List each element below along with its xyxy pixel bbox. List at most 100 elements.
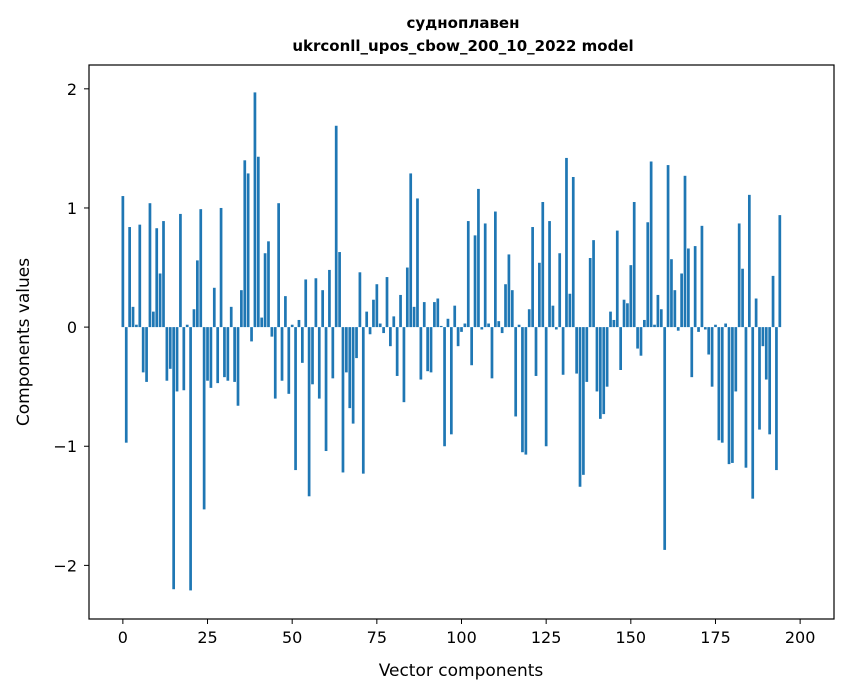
- bar-3: [131, 306, 135, 328]
- bar-56: [311, 327, 314, 385]
- x-tick-label-75: 75: [367, 628, 387, 647]
- bar-191: [768, 327, 772, 435]
- bar-141: [598, 327, 602, 419]
- bar-43: [267, 241, 270, 328]
- x-axis: 0 25 50 75 100 125 150 175 200: [118, 619, 815, 647]
- bar-142: [602, 327, 606, 415]
- bar-183: [741, 268, 744, 328]
- bar-51: [294, 327, 297, 471]
- y-tick-label-3: 1: [67, 199, 77, 218]
- bar-24: [202, 327, 206, 510]
- bar-67: [348, 327, 352, 409]
- bar-101: [463, 323, 467, 328]
- x-axis-title: Vector components: [379, 661, 544, 681]
- bar-151: [632, 202, 636, 328]
- bar-37: [246, 173, 250, 328]
- bar-97: [449, 327, 453, 435]
- bar-132: [568, 293, 572, 328]
- bar-107: [483, 223, 487, 328]
- bar-86: [412, 306, 416, 328]
- bar-172: [703, 327, 707, 330]
- bar-165: [680, 273, 683, 328]
- bar-33: [233, 327, 236, 382]
- bar-26: [209, 327, 213, 388]
- x-tick-label-175: 175: [700, 628, 731, 647]
- bar-93: [436, 298, 440, 328]
- bar-34: [236, 327, 240, 406]
- bar-90: [426, 327, 429, 372]
- bar-7: [145, 327, 148, 382]
- bar-176: [717, 327, 721, 441]
- bar-87: [416, 198, 419, 328]
- bar-109: [490, 327, 494, 379]
- bar-5: [138, 224, 142, 328]
- bar-148: [622, 299, 626, 328]
- bar-85: [409, 173, 413, 328]
- bar-84: [405, 267, 409, 328]
- bar-123: [538, 262, 541, 328]
- bar-66: [345, 327, 348, 373]
- bar-95: [443, 327, 446, 447]
- bar-28: [216, 327, 220, 384]
- bar-146: [615, 230, 619, 328]
- bar-173: [707, 327, 711, 355]
- bar-50: [290, 324, 294, 328]
- bar-105: [477, 188, 480, 328]
- bar-152: [636, 327, 639, 349]
- x-tick-label-25: 25: [197, 628, 217, 647]
- bar-180: [731, 327, 734, 463]
- bar-138: [588, 258, 592, 328]
- bar-153: [639, 327, 643, 356]
- bar-69: [355, 327, 358, 359]
- bar-194: [778, 215, 782, 328]
- bar-96: [446, 318, 450, 328]
- x-tick-label-0: 0: [118, 628, 128, 647]
- y-tick-label-4: 2: [67, 80, 77, 99]
- bar-80: [392, 316, 396, 328]
- bar-88: [419, 327, 423, 380]
- bar-144: [609, 311, 612, 328]
- bar-178: [724, 323, 727, 328]
- bar-11: [158, 273, 162, 328]
- bar-41: [260, 317, 264, 328]
- bar-47: [280, 327, 284, 381]
- bar-23: [199, 209, 203, 328]
- bar-29: [219, 207, 223, 328]
- bar-44: [270, 327, 274, 337]
- bar-71: [361, 327, 365, 474]
- bar-13: [165, 327, 169, 381]
- bar-77: [382, 327, 385, 334]
- bar-133: [571, 176, 575, 328]
- bar-192: [771, 275, 775, 328]
- y-tick-label-2: 0: [67, 318, 77, 337]
- bar-163: [673, 290, 677, 328]
- bar-27: [212, 287, 216, 328]
- chart-title-line-1: судноплавен: [407, 14, 520, 32]
- bar-99: [456, 327, 460, 347]
- bar-117: [517, 324, 521, 328]
- y-axis: −2 −1 0 1 2: [53, 80, 89, 575]
- bar-157: [653, 324, 656, 328]
- bar-59: [321, 290, 325, 328]
- bar-2: [128, 227, 131, 328]
- bar-181: [734, 327, 738, 392]
- bar-73: [368, 327, 372, 335]
- bar-60: [324, 327, 328, 452]
- bar-115: [510, 290, 514, 328]
- chart-title-line-2: ukrconll_upos_cbow_200_10_2022 model: [292, 37, 633, 55]
- bar-91: [429, 327, 433, 373]
- bar-186: [751, 327, 755, 499]
- bar-114: [507, 254, 511, 328]
- bar-149: [626, 303, 629, 328]
- bar-131: [565, 157, 568, 328]
- bar-55: [307, 327, 311, 497]
- bar-9: [151, 311, 155, 328]
- bar-32: [229, 306, 233, 328]
- bar-40: [256, 156, 260, 328]
- bar-130: [561, 327, 565, 375]
- bar-15: [172, 327, 176, 590]
- bar-16: [175, 327, 179, 392]
- bar-108: [487, 323, 490, 328]
